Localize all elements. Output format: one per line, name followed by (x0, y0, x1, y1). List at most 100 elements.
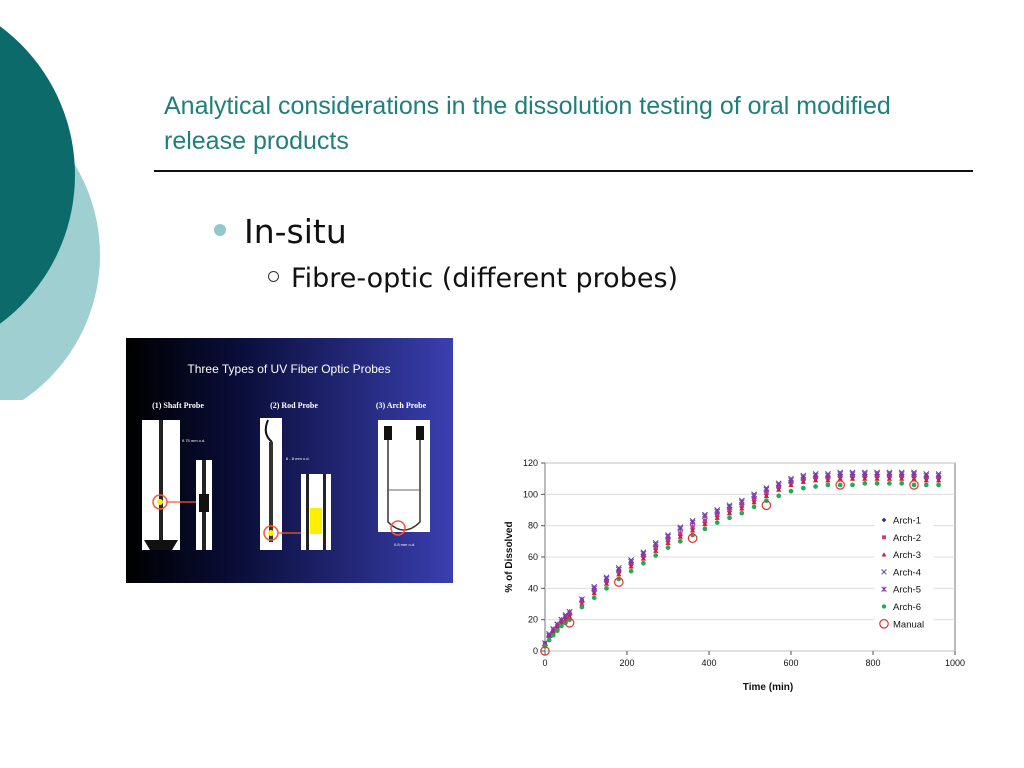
point-arch-3 (862, 476, 868, 481)
rod-probe-dim: 6 - 8 mm o.d. (286, 456, 310, 461)
point-arch-3 (911, 476, 917, 481)
point-arch-2 (752, 496, 757, 502)
legend-marker-arch-3 (881, 552, 887, 557)
point-arch-2 (678, 531, 683, 536)
point-arch-2 (727, 507, 732, 513)
point-arch-6 (911, 482, 917, 488)
y-axis-label: % of Dissolved (504, 521, 515, 592)
point-arch-5 (861, 471, 868, 477)
point-arch-5 (566, 608, 573, 615)
point-arch-6 (788, 488, 794, 494)
bullet-level-2: Fibre-optic (different probes) (268, 263, 678, 294)
legend-label-manual: Manual (893, 619, 924, 630)
point-arch-5 (554, 621, 561, 628)
point-arch-5 (714, 508, 721, 515)
point-arch-2 (702, 518, 707, 524)
point-arch-5 (923, 472, 930, 479)
x-tick-label: 800 (865, 658, 880, 668)
point-arch-3 (886, 476, 892, 481)
point-arch-2 (715, 512, 720, 517)
y-tick-label: 20 (528, 615, 538, 625)
point-arch-3 (776, 487, 782, 492)
legend-marker-arch-2 (882, 535, 886, 540)
legend-marker-arch-1 (881, 517, 887, 523)
point-arch-5 (812, 472, 819, 479)
x-tick-label: 0 (542, 658, 547, 668)
point-arch-3 (677, 534, 683, 539)
point-arch-3 (567, 613, 573, 619)
legend-marker-manual (879, 619, 889, 629)
legend-marker-arch-6 (881, 604, 887, 609)
point-arch-3 (579, 601, 585, 607)
bullet-level-2-text: Fibre-optic (different probes) (291, 263, 679, 294)
y-tick-label: 120 (523, 458, 538, 468)
fiber-optic-probes-image: Three Types of UV Fiber Optic Probes (1)… (126, 338, 453, 583)
point-arch-5 (603, 575, 610, 582)
point-arch-5 (677, 525, 684, 532)
point-arch-5 (550, 626, 557, 633)
point-arch-5 (935, 472, 942, 479)
legend-label-arch-4: Arch-4 (893, 567, 921, 578)
y-tick-label: 40 (528, 583, 538, 593)
point-arch-5 (665, 533, 671, 540)
point-arch-3 (558, 620, 564, 625)
point-arch-3 (825, 477, 831, 483)
point-arch-6 (850, 482, 855, 488)
point-arch-5 (640, 550, 647, 557)
point-arch-6 (702, 526, 708, 532)
point-arch-5 (911, 471, 917, 477)
point-arch-5 (546, 632, 553, 639)
point-arch-5 (738, 499, 745, 506)
x-tick-label: 1000 (945, 658, 965, 668)
point-arch-3 (813, 477, 819, 483)
point-arch-3 (936, 477, 942, 483)
point-arch-3 (653, 548, 659, 553)
point-arch-6 (899, 481, 905, 486)
arch-probe-dim: 0.8 mm o.d. (394, 542, 415, 547)
point-arch-3 (702, 521, 708, 527)
point-arch-6 (554, 628, 560, 633)
point-manual (540, 646, 550, 656)
point-arch-6 (837, 482, 843, 488)
y-tick-label: 0 (533, 646, 538, 656)
point-arch-5 (628, 558, 635, 565)
point-arch-5 (874, 471, 881, 477)
point-arch-6 (739, 510, 745, 516)
legend-label-arch-3: Arch-3 (893, 550, 921, 561)
point-arch-3 (562, 617, 569, 622)
point-arch-6 (776, 493, 782, 499)
arch-probe-label: (3) Arch Probe (376, 401, 427, 410)
point-arch-5 (578, 596, 585, 603)
point-arch-3 (665, 540, 671, 545)
point-arch-3 (837, 476, 843, 481)
point-arch-2 (653, 545, 658, 550)
point-manual (761, 500, 772, 511)
arch-probe-drawing: 0.8 mm o.d. (378, 420, 430, 547)
point-arch-5 (562, 613, 569, 620)
legend-label-arch-5: Arch-5 (893, 585, 921, 596)
point-arch-3 (591, 590, 597, 596)
point-arch-3 (739, 505, 745, 511)
point-arch-3 (690, 527, 696, 533)
legend-marker-arch-4 (881, 569, 887, 575)
point-arch-6 (874, 481, 880, 486)
dissolution-chart: 0 20 40 60 80 100 120 0 200 400 600 800 1000 Time (mi… (504, 458, 965, 693)
bullet-level-1-text: In-situ (244, 212, 347, 251)
title-divider (154, 170, 973, 172)
point-arch-5 (837, 471, 844, 477)
point-arch-3 (616, 571, 622, 577)
decorative-circles (0, 26, 100, 400)
point-arch-6 (604, 585, 609, 591)
point-arch-3 (923, 477, 929, 483)
x-tick-label: 600 (783, 658, 798, 668)
point-manual (564, 618, 575, 628)
point-arch-5 (558, 616, 565, 623)
legend-label-arch-6: Arch-6 (893, 602, 921, 613)
point-arch-6 (887, 481, 892, 486)
point-arch-5 (701, 513, 708, 520)
point-arch-6 (591, 595, 597, 601)
rod-probe-label: (2) Rod Probe (270, 401, 318, 410)
point-arch-3 (726, 510, 733, 516)
legend-marker-arch-5 (881, 586, 887, 592)
point-arch-5 (824, 472, 831, 479)
